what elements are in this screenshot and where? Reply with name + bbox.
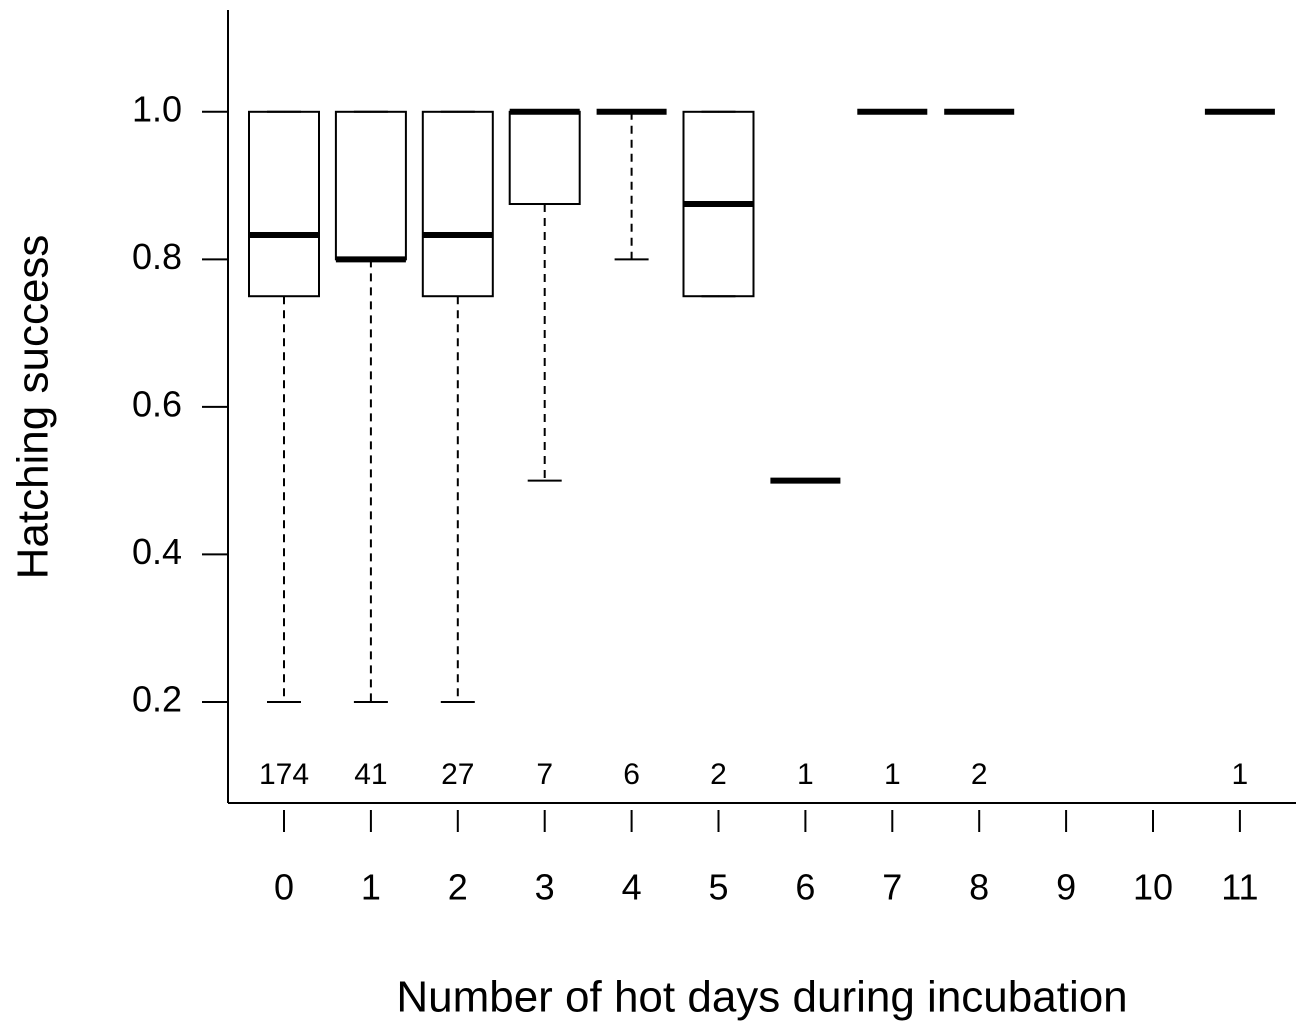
y-tick-label: 1.0 <box>132 88 182 129</box>
count-label: 1 <box>884 758 901 791</box>
count-label: 7 <box>536 758 553 791</box>
x-tick-label: 10 <box>1133 867 1173 908</box>
x-tick-label: 2 <box>448 867 468 908</box>
x-tick-label: 0 <box>274 867 294 908</box>
x-tick-label: 11 <box>1221 867 1258 908</box>
count-label: 6 <box>623 758 640 791</box>
count-label: 41 <box>354 758 387 791</box>
count-label: 2 <box>971 758 988 791</box>
count-label: 27 <box>441 758 474 791</box>
x-tick-label: 7 <box>882 867 902 908</box>
box <box>248 110 320 298</box>
count-label: 1 <box>797 758 814 791</box>
x-tick-label: 4 <box>622 867 642 908</box>
x-axis-title: Number of hot days during incubation <box>396 973 1127 1022</box>
count-label: 2 <box>710 758 727 791</box>
x-tick-label: 1 <box>361 867 381 908</box>
box <box>508 110 581 206</box>
y-tick-label: 0.8 <box>132 236 182 277</box>
x-tick-label: 6 <box>795 867 815 908</box>
y-tick-label: 0.6 <box>132 383 182 424</box>
y-tick-label: 0.2 <box>132 678 182 719</box>
y-axis-title: Hatching success <box>9 235 58 580</box>
y-tick-label: 0.4 <box>132 531 182 572</box>
count-label: 174 <box>259 758 309 791</box>
box <box>334 110 407 261</box>
x-tick-label: 5 <box>708 867 728 908</box>
x-tick-label: 3 <box>535 867 555 908</box>
x-tick-label: 9 <box>1056 867 1076 908</box>
box <box>421 110 494 298</box>
x-tick-label: 8 <box>969 867 989 908</box>
count-label: 1 <box>1232 758 1249 791</box>
